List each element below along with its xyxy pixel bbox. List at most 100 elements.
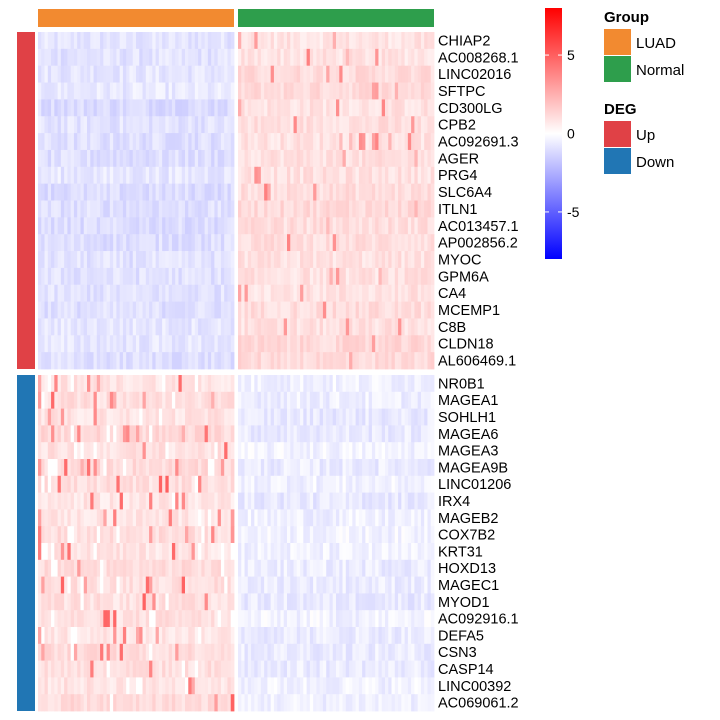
heatmap-cell: [411, 251, 415, 269]
heatmap-cell: [391, 375, 396, 393]
heatmap-cell: [136, 526, 140, 544]
heatmap-cell: [342, 200, 347, 218]
heatmap-cell: [358, 99, 363, 117]
heatmap-cell: [287, 559, 291, 577]
heatmap-cell: [60, 593, 65, 611]
heatmap-cell: [194, 442, 199, 460]
heatmap-cell: [398, 251, 402, 269]
heatmap-cell: [198, 82, 202, 100]
heatmap-cell: [247, 559, 252, 577]
heatmap-cell: [254, 99, 258, 117]
heatmap-cell: [38, 442, 42, 460]
heatmap-cell: [122, 677, 127, 695]
heatmap-cell: [41, 301, 45, 319]
heatmap-cell: [80, 425, 85, 443]
heatmap-cell: [162, 133, 166, 151]
heatmap-cell: [175, 459, 179, 477]
heatmap-cell: [96, 643, 101, 661]
heatmap-cell: [126, 492, 130, 510]
heatmap-cell: [217, 559, 222, 577]
heatmap-cell: [211, 234, 215, 252]
heatmap-cell: [93, 352, 98, 370]
heatmap-cell: [54, 183, 58, 201]
heatmap-cell: [38, 610, 42, 628]
heatmap-cell: [264, 48, 268, 67]
heatmap-cell: [64, 301, 68, 319]
heatmap-cell: [424, 559, 428, 577]
heatmap-cell: [430, 133, 435, 151]
heatmap-cell: [109, 335, 114, 353]
heatmap-cell: [198, 65, 202, 83]
heatmap-cell: [57, 116, 62, 134]
heatmap-cell: [129, 694, 134, 712]
heatmap-cell: [194, 133, 199, 151]
heatmap-cell: [287, 593, 291, 611]
heatmap-cell: [398, 352, 402, 370]
heatmap-cell: [313, 251, 317, 269]
heatmap-cell: [201, 234, 205, 252]
heatmap-cell: [158, 267, 163, 286]
heatmap-cell: [90, 200, 94, 218]
heatmap-cell: [306, 48, 311, 67]
heatmap-cell: [152, 301, 156, 319]
heatmap-cell: [129, 251, 134, 269]
heatmap-cell: [67, 459, 72, 477]
heatmap-cell: [217, 543, 222, 561]
heatmap-cell: [132, 48, 137, 67]
heatmap-cell: [142, 335, 147, 353]
heatmap-cell: [424, 576, 428, 594]
heatmap-cell: [139, 99, 143, 117]
heatmap-cell: [283, 576, 288, 594]
heatmap-cell: [171, 149, 176, 168]
heatmap-cell: [214, 475, 219, 493]
heatmap-cell: [168, 183, 173, 201]
heatmap-cell: [309, 492, 314, 510]
heatmap-cell: [100, 408, 104, 426]
heatmap-cell: [326, 509, 330, 527]
heatmap-cell: [277, 65, 281, 83]
heatmap-cell: [394, 475, 399, 493]
heatmap-cell: [96, 677, 101, 695]
heatmap-cell: [290, 32, 294, 50]
heatmap-cell: [238, 543, 242, 561]
heatmap-cell: [404, 694, 409, 712]
heatmap-cell: [277, 543, 281, 561]
heatmap-cell: [303, 559, 307, 577]
heatmap-cell: [404, 48, 409, 67]
heatmap-cell: [319, 82, 324, 100]
heatmap-cell: [217, 492, 222, 510]
heatmap-cell: [158, 408, 163, 426]
heatmap-cell: [319, 65, 324, 83]
heatmap-cell: [329, 200, 334, 218]
heatmap-cell: [77, 65, 81, 83]
heatmap-cell: [378, 459, 383, 477]
heatmap-cell: [103, 32, 107, 50]
heatmap-cell: [254, 284, 258, 302]
heatmap-cell: [57, 677, 62, 695]
heatmap-cell: [336, 284, 340, 302]
heatmap-cell: [220, 526, 225, 544]
heatmap-cell: [371, 48, 376, 67]
heatmap-cell: [358, 459, 363, 477]
heatmap-cell: [368, 183, 373, 201]
heatmap-cell: [267, 301, 272, 319]
heatmap-cell: [267, 593, 272, 611]
heatmap-cell: [155, 627, 160, 645]
heatmap-cell: [345, 352, 350, 370]
heatmap-cell: [168, 442, 173, 460]
heatmap-cell: [83, 183, 88, 201]
heatmap-cell: [241, 576, 245, 594]
heatmap-cell: [47, 408, 52, 426]
legend-label-luad: LUAD: [636, 35, 676, 52]
heatmap-cell: [113, 65, 117, 83]
heatmap-cell: [306, 660, 311, 678]
heatmap-cell: [90, 543, 94, 561]
heatmap-cell: [149, 660, 153, 678]
heatmap-cell: [329, 99, 334, 117]
heatmap-cell: [47, 391, 52, 409]
heatmap-cell: [227, 475, 232, 493]
heatmap-cell: [342, 99, 347, 117]
heatmap-cell: [365, 251, 370, 269]
heatmap-cell: [332, 526, 337, 544]
heatmap-cell: [362, 643, 366, 661]
